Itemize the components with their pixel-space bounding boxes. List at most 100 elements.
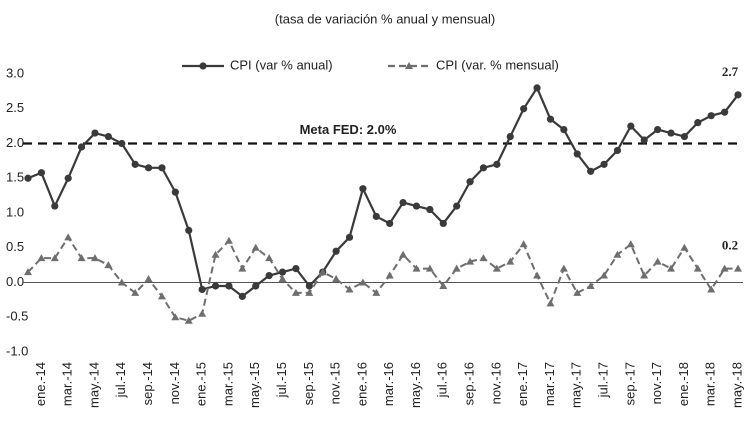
data-point — [560, 126, 568, 134]
x-tick-label: jul.-16 — [435, 362, 450, 398]
data-point — [171, 313, 180, 321]
legend-label: CPI (var. % mensual) — [436, 57, 559, 72]
x-tick-label: mar.-15 — [220, 362, 235, 406]
x-tick-label: nov.-14 — [167, 362, 182, 404]
data-point — [573, 150, 581, 158]
data-point — [627, 122, 635, 130]
data-point — [77, 143, 86, 151]
data-point — [198, 285, 206, 294]
data-point — [399, 198, 407, 207]
data-point — [118, 139, 126, 148]
x-tick-label: nov.-15 — [328, 362, 343, 404]
data-point — [707, 285, 716, 293]
data-point — [546, 115, 555, 123]
x-tick-label: may.-18 — [729, 362, 744, 408]
data-point — [265, 254, 274, 262]
data-point — [720, 264, 729, 272]
end-label: 2.7 — [722, 64, 739, 79]
data-point — [466, 178, 474, 186]
y-tick-label: 0.5 — [6, 239, 24, 254]
data-point — [157, 292, 166, 300]
y-tick-label: 3.0 — [6, 65, 24, 80]
data-point — [332, 275, 341, 283]
data-point — [211, 250, 220, 258]
data-point — [225, 282, 233, 290]
y-tick-label: 0.0 — [6, 274, 24, 289]
data-point — [546, 299, 555, 307]
data-point — [653, 257, 662, 265]
data-point — [573, 288, 582, 296]
data-point — [667, 264, 676, 272]
x-tick-label: jul.-17 — [595, 362, 610, 398]
data-point — [412, 202, 421, 210]
data-point — [24, 268, 32, 276]
x-tick-label: may.-14 — [86, 362, 101, 408]
legend-label: CPI (var % anual) — [230, 57, 333, 72]
x-tick-label: may.-17 — [569, 362, 584, 408]
data-point — [158, 164, 166, 172]
data-point — [533, 271, 542, 279]
x-tick-label: ene.-15 — [194, 362, 209, 406]
data-point — [251, 243, 260, 251]
data-point — [734, 91, 742, 99]
data-point — [358, 278, 367, 286]
data-point — [64, 233, 73, 241]
x-tick-label: mar.-14 — [60, 362, 75, 406]
data-point — [559, 264, 568, 272]
data-point — [64, 174, 72, 182]
data-point — [51, 202, 59, 210]
data-point — [131, 288, 140, 296]
data-point — [24, 174, 32, 182]
data-point — [520, 105, 528, 113]
data-point — [90, 254, 99, 262]
data-point — [345, 285, 354, 293]
x-tick-label: mar.-18 — [703, 362, 718, 406]
data-point — [37, 169, 45, 177]
data-point — [211, 282, 220, 290]
data-point — [640, 271, 649, 279]
data-point — [50, 254, 59, 262]
data-point — [640, 136, 648, 144]
data-point — [386, 219, 394, 228]
data-point — [372, 288, 381, 296]
x-tick-label: sep.-16 — [462, 362, 477, 405]
data-point — [587, 167, 595, 175]
x-tick-label: ene.-16 — [354, 362, 369, 406]
series-line — [27, 85, 739, 298]
data-point — [184, 316, 193, 324]
data-point — [506, 257, 515, 265]
data-point — [332, 247, 340, 255]
data-point — [426, 205, 434, 214]
data-point — [600, 160, 608, 168]
data-point — [171, 188, 179, 196]
data-point — [586, 281, 595, 289]
data-point — [399, 250, 408, 258]
x-tick-label: ene.-18 — [676, 362, 691, 406]
y-tick-label: -1.0 — [6, 343, 28, 358]
data-point — [37, 254, 46, 262]
data-point — [104, 261, 113, 269]
x-tick-label: nov.-17 — [649, 362, 664, 404]
data-point — [104, 132, 112, 141]
data-point — [439, 281, 448, 289]
data-point — [693, 264, 702, 272]
data-point — [412, 264, 421, 272]
data-point — [493, 160, 501, 168]
data-point — [680, 243, 689, 251]
x-tick-label: mar.-16 — [381, 362, 396, 406]
data-point — [506, 132, 514, 141]
y-tick-label: 2.5 — [6, 100, 24, 115]
data-point — [144, 275, 153, 283]
data-point — [492, 264, 501, 272]
data-point — [452, 264, 461, 272]
data-point — [654, 126, 662, 134]
data-point — [252, 282, 260, 290]
chart-title: (tasa de variación % anual y mensual) — [275, 11, 495, 26]
reference-label: Meta FED: 2.0% — [300, 122, 397, 137]
data-point — [613, 146, 622, 155]
data-point — [439, 219, 447, 228]
data-point — [238, 264, 247, 272]
data-point — [613, 250, 622, 258]
x-tick-label: jul.-14 — [113, 362, 128, 398]
data-point — [707, 112, 715, 120]
